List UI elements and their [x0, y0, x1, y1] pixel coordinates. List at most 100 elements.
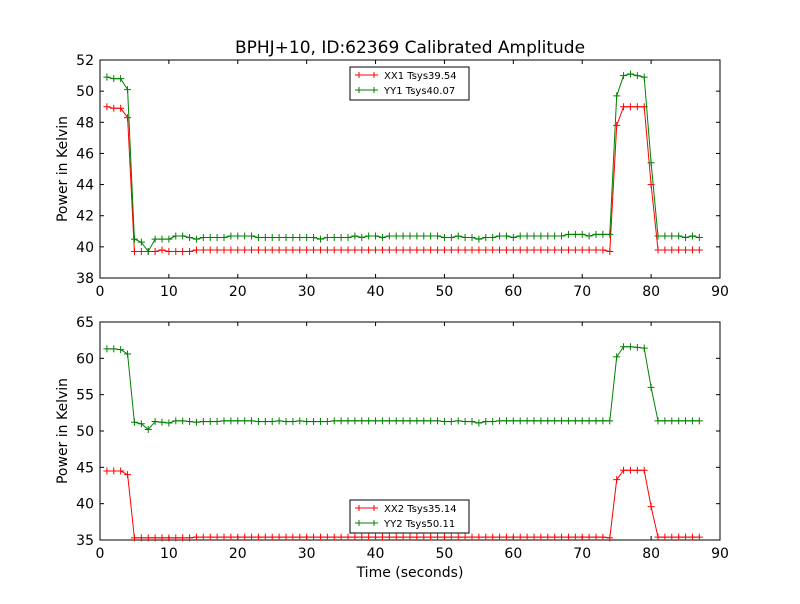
data-point: [675, 232, 683, 240]
data-point: [275, 234, 283, 242]
data-point: [282, 246, 290, 254]
data-point: [303, 418, 311, 426]
data-point: [385, 533, 393, 541]
data-point: [337, 417, 345, 425]
legend-marker: [356, 87, 362, 93]
y-tick-label: 50: [76, 84, 94, 100]
data-point: [303, 533, 311, 541]
data-point: [227, 417, 235, 425]
data-point: [130, 534, 138, 542]
data-point: [509, 533, 517, 541]
data-point: [564, 417, 572, 425]
data-point: [613, 92, 621, 100]
chart-title: BPHJ+10, ID:62369 Calibrated Amplitude: [235, 38, 585, 58]
data-point: [599, 533, 607, 541]
data-point: [688, 533, 696, 541]
data-point: [385, 246, 393, 254]
data-point: [303, 246, 311, 254]
data-point: [110, 104, 118, 112]
data-point: [675, 246, 683, 254]
data-point: [558, 417, 566, 425]
legend-box-2: [349, 499, 470, 534]
data-point: [275, 533, 283, 541]
data-point: [626, 103, 634, 111]
data-point: [186, 234, 194, 242]
legend-label: YY1 Tsys40.07: [383, 86, 455, 97]
x-tick-label: 50: [436, 284, 454, 300]
data-point: [661, 232, 669, 240]
legend-marker: [371, 520, 377, 526]
data-point: [440, 418, 448, 426]
data-point: [537, 232, 545, 240]
data-point: [427, 232, 435, 240]
data-point: [468, 533, 476, 541]
data-point: [124, 471, 132, 479]
data-point: [647, 383, 655, 391]
data-point: [434, 417, 442, 425]
data-point: [241, 232, 249, 240]
data-point: [179, 534, 187, 542]
data-point: [654, 533, 662, 541]
data-point: [640, 344, 648, 352]
data-point: [337, 246, 345, 254]
data-point: [220, 234, 228, 242]
data-point: [695, 246, 703, 254]
data-point: [599, 246, 607, 254]
legend-marker: [356, 72, 362, 78]
data-point: [392, 533, 400, 541]
data-point: [420, 417, 428, 425]
data-point: [592, 230, 600, 238]
data-point: [248, 533, 256, 541]
data-point: [502, 232, 510, 240]
y-tick-label: 45: [76, 460, 94, 476]
data-point: [254, 533, 262, 541]
data-point: [516, 232, 524, 240]
data-point: [440, 246, 448, 254]
data-point: [489, 418, 497, 426]
data-point: [688, 232, 696, 240]
data-point: [351, 232, 359, 240]
data-point: [613, 476, 621, 484]
data-point: [103, 103, 111, 111]
data-point: [496, 533, 504, 541]
data-point: [509, 246, 517, 254]
data-point: [241, 246, 249, 254]
data-point: [234, 232, 242, 240]
data-point: [241, 533, 249, 541]
data-point: [613, 353, 621, 361]
data-point: [682, 533, 690, 541]
y-tick-label: 46: [76, 146, 94, 162]
data-point: [633, 466, 641, 474]
data-point: [599, 230, 607, 238]
data-point: [378, 246, 386, 254]
x-tick-label: 30: [298, 284, 316, 300]
data-point: [592, 533, 600, 541]
data-point: [275, 417, 283, 425]
data-point: [344, 417, 352, 425]
data-point: [385, 232, 393, 240]
data-point: [248, 417, 256, 425]
legend-box-1: [349, 66, 470, 101]
data-point: [544, 533, 552, 541]
data-point: [626, 466, 634, 474]
data-point: [268, 246, 276, 254]
data-point: [103, 467, 111, 475]
data-point: [564, 533, 572, 541]
data-point: [351, 417, 359, 425]
y-axis-label: Power in Kelvin: [55, 116, 71, 222]
y-tick-label: 40: [76, 240, 94, 256]
data-point: [682, 246, 690, 254]
data-point: [633, 343, 641, 351]
data-point: [640, 73, 648, 81]
data-point: [206, 246, 214, 254]
data-point: [475, 533, 483, 541]
legend-label: XX2 Tsys35.14: [384, 504, 457, 515]
data-point: [461, 234, 469, 242]
data-point: [496, 246, 504, 254]
data-point: [296, 234, 304, 242]
data-point: [206, 533, 214, 541]
data-point: [688, 246, 696, 254]
data-point: [654, 246, 662, 254]
data-point: [310, 246, 318, 254]
x-tick-label: 90: [711, 284, 729, 300]
